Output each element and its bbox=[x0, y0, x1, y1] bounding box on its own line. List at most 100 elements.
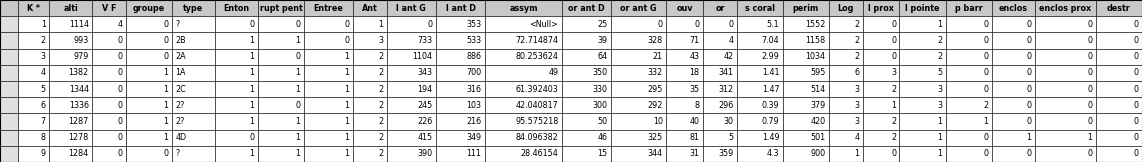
Text: 0: 0 bbox=[1134, 85, 1139, 94]
Text: 1: 1 bbox=[163, 101, 169, 110]
Bar bbox=[93, 65, 126, 81]
Text: ?: ? bbox=[176, 20, 179, 29]
Text: 40: 40 bbox=[690, 117, 700, 126]
Bar bbox=[737, 113, 782, 130]
Bar bbox=[436, 65, 485, 81]
Bar bbox=[562, 49, 611, 65]
Text: l prox: l prox bbox=[868, 4, 894, 13]
Text: 1: 1 bbox=[249, 36, 255, 45]
Bar bbox=[611, 65, 666, 81]
Text: 0: 0 bbox=[1087, 149, 1093, 158]
Bar bbox=[900, 113, 946, 130]
Bar bbox=[258, 146, 304, 162]
Text: 1: 1 bbox=[345, 101, 349, 110]
Text: 2B: 2B bbox=[176, 36, 186, 45]
Bar bbox=[0, 49, 18, 65]
Text: 0: 0 bbox=[345, 20, 349, 29]
Text: 3: 3 bbox=[854, 117, 859, 126]
Text: 1A: 1A bbox=[176, 68, 186, 77]
Bar bbox=[829, 16, 862, 32]
Text: 0: 0 bbox=[163, 20, 169, 29]
Bar bbox=[562, 113, 611, 130]
Text: 0: 0 bbox=[1134, 133, 1139, 142]
Bar bbox=[782, 49, 829, 65]
Text: 2: 2 bbox=[936, 52, 942, 61]
Text: 46: 46 bbox=[597, 133, 608, 142]
Bar bbox=[0, 32, 18, 49]
Bar bbox=[353, 146, 387, 162]
Bar bbox=[782, 130, 829, 146]
Text: 2A: 2A bbox=[176, 52, 186, 61]
Text: 0.39: 0.39 bbox=[762, 101, 779, 110]
Bar bbox=[991, 16, 1035, 32]
Bar bbox=[900, 146, 946, 162]
Bar bbox=[666, 32, 703, 49]
Text: 1: 1 bbox=[378, 20, 384, 29]
Text: 1104: 1104 bbox=[412, 52, 433, 61]
Bar bbox=[946, 113, 991, 130]
Text: 0: 0 bbox=[118, 117, 122, 126]
Bar bbox=[0, 16, 18, 32]
Bar bbox=[829, 130, 862, 146]
Bar bbox=[737, 49, 782, 65]
Text: 343: 343 bbox=[418, 68, 433, 77]
Text: 0: 0 bbox=[118, 101, 122, 110]
Bar bbox=[862, 97, 900, 113]
Bar bbox=[485, 81, 562, 97]
Text: 8: 8 bbox=[694, 101, 700, 110]
Bar bbox=[436, 49, 485, 65]
Text: 49: 49 bbox=[548, 68, 558, 77]
Text: 979: 979 bbox=[73, 52, 89, 61]
Text: 0: 0 bbox=[1087, 20, 1093, 29]
Bar bbox=[215, 65, 258, 81]
Bar bbox=[0, 97, 18, 113]
Bar bbox=[436, 0, 485, 16]
Bar bbox=[782, 32, 829, 49]
Bar bbox=[126, 65, 172, 81]
Bar bbox=[387, 97, 436, 113]
Bar bbox=[258, 65, 304, 81]
Bar bbox=[485, 130, 562, 146]
Text: 4: 4 bbox=[118, 20, 122, 29]
Bar bbox=[782, 113, 829, 130]
Text: 330: 330 bbox=[593, 85, 608, 94]
Bar bbox=[562, 65, 611, 81]
Bar bbox=[900, 0, 946, 16]
Text: 3: 3 bbox=[938, 101, 942, 110]
Text: 0: 0 bbox=[1027, 36, 1031, 45]
Bar bbox=[172, 65, 215, 81]
Text: 1: 1 bbox=[249, 117, 255, 126]
Bar bbox=[782, 65, 829, 81]
Text: 4: 4 bbox=[854, 133, 859, 142]
Bar bbox=[666, 81, 703, 97]
Bar bbox=[666, 130, 703, 146]
Bar bbox=[703, 130, 737, 146]
Text: 390: 390 bbox=[417, 149, 433, 158]
Bar bbox=[49, 49, 93, 65]
Bar bbox=[666, 0, 703, 16]
Text: 9: 9 bbox=[41, 149, 46, 158]
Text: 2: 2 bbox=[854, 52, 859, 61]
Text: 1.47: 1.47 bbox=[762, 85, 779, 94]
Bar bbox=[436, 113, 485, 130]
Text: 39: 39 bbox=[597, 36, 608, 45]
Bar bbox=[353, 16, 387, 32]
Text: 341: 341 bbox=[718, 68, 733, 77]
Text: <Null>: <Null> bbox=[530, 20, 558, 29]
Text: 0: 0 bbox=[1134, 101, 1139, 110]
Bar bbox=[737, 0, 782, 16]
Text: 3: 3 bbox=[854, 101, 859, 110]
Bar bbox=[737, 16, 782, 32]
Text: 1: 1 bbox=[41, 20, 46, 29]
Text: 0: 0 bbox=[1027, 117, 1031, 126]
Bar bbox=[900, 81, 946, 97]
Text: 1: 1 bbox=[345, 85, 349, 94]
Text: 1552: 1552 bbox=[805, 20, 826, 29]
Text: 61.392403: 61.392403 bbox=[516, 85, 558, 94]
Bar bbox=[49, 32, 93, 49]
Bar bbox=[387, 146, 436, 162]
Text: 595: 595 bbox=[810, 68, 826, 77]
Bar bbox=[485, 146, 562, 162]
Text: 0: 0 bbox=[296, 101, 300, 110]
Bar bbox=[703, 113, 737, 130]
